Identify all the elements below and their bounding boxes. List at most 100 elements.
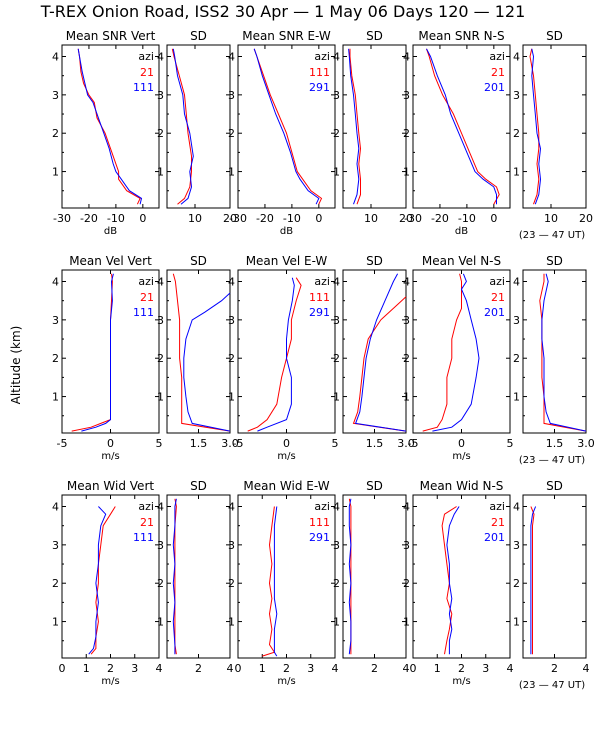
panel-snr-4: Mean SNR N-S 1 2 3 4 -30 -20 -10 0 dB azi 21 201: [403, 29, 511, 237]
profile-red: [90, 506, 116, 655]
x-axis-label: m/s: [101, 451, 119, 462]
y-tick-label: 3: [157, 539, 164, 552]
x-tick-label: 0: [283, 437, 290, 450]
x-tick-label: 0: [410, 662, 417, 675]
x-tick-label: -10: [283, 212, 301, 225]
y-axis-label: Altitude (km): [9, 326, 23, 405]
x-tick-label: 1.5: [190, 437, 208, 450]
y-tick-label: 1: [513, 166, 520, 179]
panel-snr-2: Mean SNR E-W 1 2 3 4 -30 -20 -10 0 dB azi 111 291: [228, 29, 336, 237]
panel-title: Mean Wid Vert: [67, 479, 154, 493]
y-tick-label: 1: [403, 391, 410, 404]
panel-vel-5: SD 1 2 3 4 1.5 3.0: [513, 254, 595, 450]
x-tick-label: 2: [283, 662, 290, 675]
y-tick-label: 3: [333, 89, 340, 102]
panel-title: SD: [546, 479, 563, 493]
legend-entry: 291: [309, 531, 330, 544]
profile-red: [172, 273, 231, 432]
legend-entry: 111: [133, 306, 154, 319]
y-tick-label: 4: [228, 51, 235, 64]
x-tick-label: 0: [139, 212, 146, 225]
legend-entry: 201: [484, 531, 505, 544]
legend-entry: 21: [491, 291, 505, 304]
x-tick-label: 1.5: [366, 437, 384, 450]
panel-title: Mean Wid E-W: [243, 479, 329, 493]
profile-blue: [88, 506, 107, 655]
panel-frame: [166, 44, 231, 209]
legend-entry: 201: [484, 306, 505, 319]
legend-entry: 291: [309, 306, 330, 319]
y-tick-label: 2: [513, 577, 520, 590]
x-tick-label: 3.0: [577, 437, 595, 450]
y-tick-label: 1: [52, 391, 59, 404]
panel-vel-2: Mean Vel E-W 1 2 3 4 -5 0 5 m/s azi 111 291: [228, 254, 339, 462]
panel-frame: [237, 44, 336, 209]
y-tick-label: 2: [52, 127, 59, 140]
y-tick-label: 3: [52, 539, 59, 552]
profile-blue: [530, 506, 537, 655]
ut-note: (23 — 47 UT): [519, 680, 585, 691]
y-tick-label: 1: [52, 616, 59, 629]
legend-title: azi: [138, 275, 154, 288]
panel-frame: [342, 269, 407, 434]
panel-frame: [522, 44, 587, 209]
legend-entry: 111: [309, 291, 330, 304]
y-tick-label: 1: [333, 616, 340, 629]
x-tick-label: 3: [131, 662, 138, 675]
profile-red: [539, 273, 587, 432]
y-tick-label: 4: [52, 51, 59, 64]
y-tick-label: 1: [52, 166, 59, 179]
panel-title: Mean Vel Vert: [69, 254, 152, 268]
panel-title: Mean SNR E-W: [242, 29, 331, 43]
legend-entry: 21: [140, 291, 154, 304]
legend-title: azi: [138, 500, 154, 513]
panel-title: Mean Wid N-S: [420, 479, 504, 493]
x-tick-label: 1: [259, 662, 266, 675]
y-tick-label: 2: [403, 127, 410, 140]
legend-entry: 111: [309, 516, 330, 529]
legend-title: azi: [489, 500, 505, 513]
y-tick-label: 4: [333, 501, 340, 514]
x-tick-label: -20: [256, 212, 274, 225]
panel-title: Mean SNR N-S: [418, 29, 504, 43]
legend-entry: 111: [133, 81, 154, 94]
panel-title: Mean Vel E-W: [246, 254, 328, 268]
panel-snr-3: SD 1 2 3 4 10 20: [333, 29, 413, 225]
panel-title: SD: [546, 29, 563, 43]
x-tick-label: 3: [482, 662, 489, 675]
x-tick-label: 3.0: [397, 437, 415, 450]
x-tick-label: 2: [107, 662, 114, 675]
panel-title: SD: [190, 254, 207, 268]
profile-blue: [531, 48, 542, 205]
legend-title: azi: [314, 275, 330, 288]
y-tick-label: 1: [513, 616, 520, 629]
y-tick-label: 2: [513, 127, 520, 140]
profile-red: [530, 506, 535, 655]
y-tick-label: 1: [228, 166, 235, 179]
y-tick-label: 1: [157, 166, 164, 179]
panel-frame: [522, 269, 587, 434]
x-tick-label: 3.0: [221, 437, 239, 450]
y-tick-label: 2: [513, 352, 520, 365]
y-tick-label: 2: [333, 127, 340, 140]
legend-entry: 111: [133, 531, 154, 544]
panel-vel-1: SD 1 2 3 4 1.5 3.0: [157, 254, 239, 450]
y-tick-label: 2: [403, 352, 410, 365]
y-tick-label: 2: [157, 577, 164, 590]
x-tick-label: 2: [195, 662, 202, 675]
legend-title: azi: [314, 50, 330, 63]
profile-red: [422, 273, 462, 432]
x-tick-label: -10: [458, 212, 476, 225]
profile-blue: [446, 506, 460, 655]
y-tick-label: 1: [157, 391, 164, 404]
x-tick-label: 20: [399, 212, 413, 225]
x-tick-label: 10: [544, 212, 558, 225]
x-tick-label: 1: [434, 662, 441, 675]
x-tick-label: 20: [223, 212, 237, 225]
y-tick-label: 3: [228, 539, 235, 552]
x-tick-label: -20: [431, 212, 449, 225]
legend-entry: 21: [140, 66, 154, 79]
y-tick-label: 4: [403, 51, 410, 64]
y-tick-label: 4: [157, 51, 164, 64]
